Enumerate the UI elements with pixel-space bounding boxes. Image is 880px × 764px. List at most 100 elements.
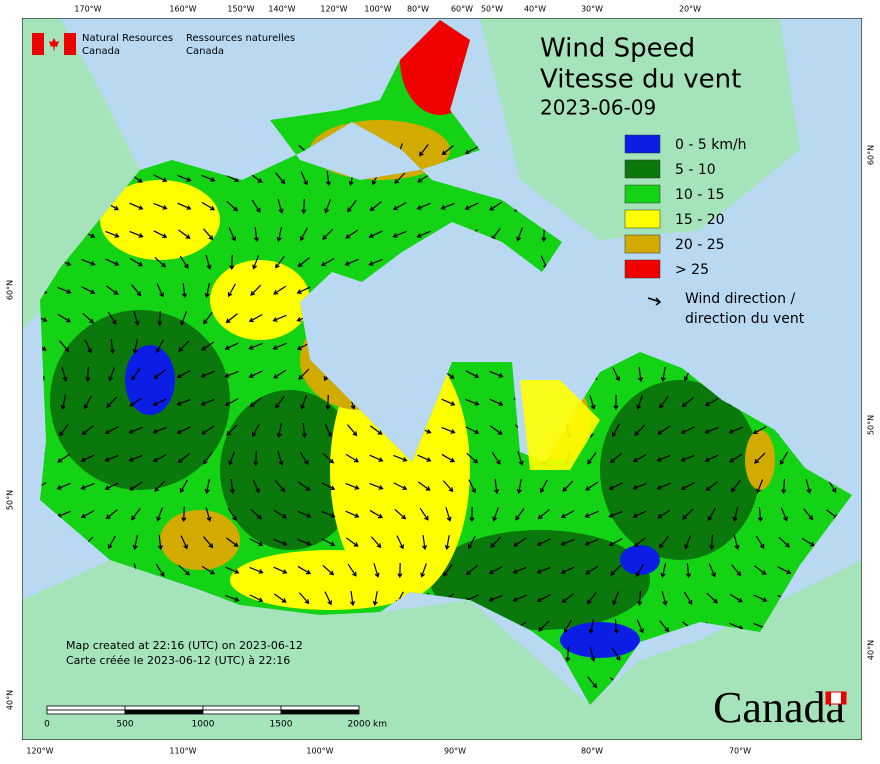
wind-arrow [249,566,264,574]
wind-arrow [275,480,286,493]
scale-segment [46,709,126,715]
zone [220,390,360,550]
wind-arrow [492,507,499,522]
wind-arrow [587,676,598,689]
wind-arrow [635,563,645,578]
org-fr: Ressources naturelles [186,33,295,44]
wind-arrow [322,564,335,576]
scale-segment [124,709,204,715]
wind-arrow [536,566,551,574]
wind-arrow [273,538,288,546]
wind-arrow [732,507,739,522]
wind-arrow [325,170,332,187]
legend-swatch [624,234,661,254]
wind-arrow [57,313,71,323]
wind-arrow [756,479,764,494]
wind-arrow [608,482,623,490]
wind-arrow [155,563,165,577]
flag-leaf [49,38,59,52]
lon-label: 60°W [451,5,473,14]
wind-arrow [345,482,360,490]
wind-arrow [179,255,189,269]
wind-arrow [587,451,597,465]
zone [100,180,220,260]
wind-arrow [488,566,503,575]
wind-arrow [392,230,407,238]
wind-arrow [320,258,335,267]
wind-arrow [228,451,236,466]
date: 2023-06-09 [540,96,656,120]
wind-arrow [181,282,188,299]
wind-arrow [176,398,191,406]
wind-arrow [536,594,551,603]
wind-arrow [680,482,695,491]
wind-arrow [660,563,667,578]
wind-arrow [297,565,312,575]
wind-arrow [252,479,260,494]
wind-arrow [394,172,406,184]
wind-arrow [803,508,814,521]
wind-arrow [109,338,116,355]
wind-arrow [273,566,288,574]
wind-arrow [801,537,815,547]
wind-arrow [538,620,550,632]
wind-arrow [708,563,716,578]
wind-arrow [301,198,307,215]
wind-arrow [250,173,263,183]
wind-arrow [177,453,190,464]
wind-arrow [465,398,480,406]
wind-arrow [730,480,741,493]
wind-arrow [129,397,143,407]
wind-arrow [489,425,503,435]
wind-arrow [253,226,260,243]
wind-arrow [489,398,504,406]
wind-arrow [59,424,69,437]
wind-arrow [466,452,479,464]
wind-arrow [226,537,239,547]
wordmark-flag [841,692,846,704]
legend-label: 20 - 25 [675,237,725,253]
legend: 0 - 5 km/h 5 - 10 10 - 15 15 - 20 20 - 25 > 2… [624,134,747,279]
wind-arrow [107,535,116,550]
wind-arrow [416,202,431,210]
wind-arrow [728,426,743,434]
wind-arrow [563,619,573,634]
map-area [22,18,862,740]
lon-label: 120°W [26,747,53,756]
wind-arrow [441,398,456,406]
lon-label: 30°W [581,5,603,14]
wind-arrow [296,286,311,294]
wind-arrow [369,454,384,462]
wind-arrow [611,647,621,661]
wind-arrow [345,510,360,518]
lon-label: 70°W [729,747,751,756]
wind-arrow [300,171,308,186]
wind-arrow [205,255,212,270]
title: Wind Speed [540,34,695,64]
wind-arrow [324,199,332,214]
wind-arrow [704,398,719,407]
wind-arrow [637,366,644,383]
wind-arrow [132,535,139,550]
wind-arrow [201,565,215,575]
wind-arrow [393,454,408,462]
scale-segment [280,709,360,715]
wind-arrow [757,506,763,523]
wind-arrow [297,257,310,268]
alaska [22,18,140,330]
wind-arrow [780,507,788,522]
wind-arrow [659,620,670,633]
wind-arrow [611,423,620,438]
wind-arrow [205,507,212,522]
zone [430,530,650,630]
greenland [480,18,800,240]
legend-swatch [624,159,661,179]
wind-arrow [203,452,213,465]
scale-bar: 0 500 1000 1500 2000 km [44,705,387,730]
wind-arrow [324,591,332,606]
wind-arrow [347,424,358,437]
wind-arrow [659,395,669,409]
wind-arrow [321,482,336,491]
wind-arrow [275,172,286,185]
